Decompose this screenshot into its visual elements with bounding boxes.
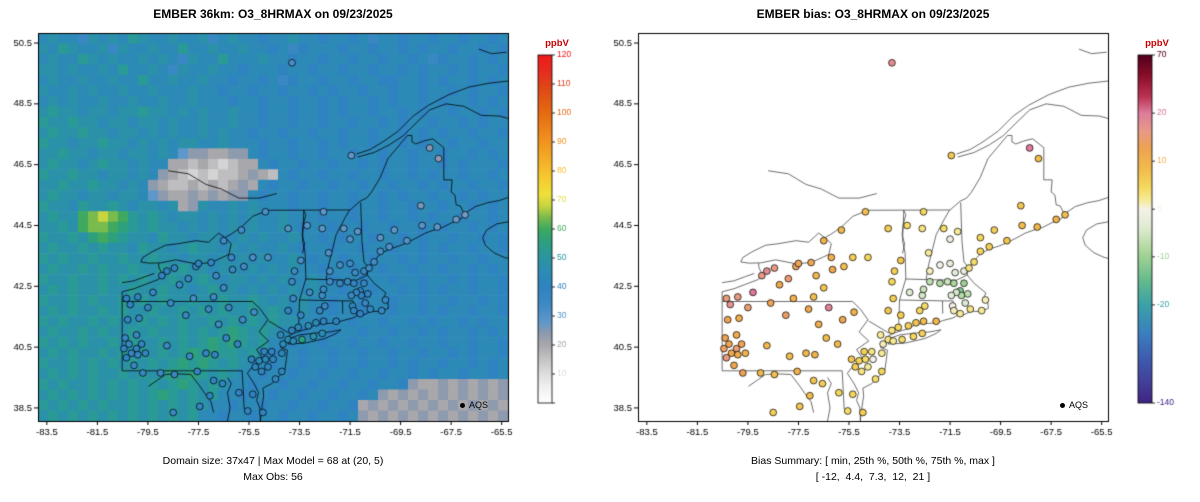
- bias-map-canvas: [600, 0, 1200, 502]
- aqs-dot-icon: [460, 402, 465, 408]
- model-aqs-legend-label: AQS: [469, 400, 489, 410]
- model-footer-line1: Domain size: 37x47 | Max Model = 68 at (…: [162, 455, 384, 467]
- bias-aqs-legend: AQS: [1060, 400, 1088, 410]
- model-map-canvas: [0, 0, 600, 502]
- bias-aqs-legend-label: AQS: [1069, 400, 1089, 410]
- model-aqs-legend: AQS: [460, 400, 488, 410]
- bias-title: EMBER bias: O3_8HRMAX on 09/23/2025: [756, 7, 990, 21]
- bias-footer-line2: [ -12, 4.4, 7.3, 12, 21 ]: [815, 471, 931, 483]
- aqs-dot-icon: [1060, 402, 1065, 408]
- bias-footer-line1: Bias Summary: [ min, 25th %, 50th %, 75t…: [751, 455, 995, 467]
- bias-colorbar-units-label: ppbV: [1145, 38, 1169, 49]
- model-panel: EMBER 36km: O3_8HRMAX on 09/23/2025 ppbV…: [0, 0, 600, 502]
- model-colorbar-units-label: ppbV: [545, 38, 569, 49]
- bias-panel: EMBER bias: O3_8HRMAX on 09/23/2025 ppbV…: [600, 0, 1200, 502]
- model-footer-line2: Max Obs: 56: [243, 471, 303, 483]
- model-title: EMBER 36km: O3_8HRMAX on 09/23/2025: [153, 7, 393, 21]
